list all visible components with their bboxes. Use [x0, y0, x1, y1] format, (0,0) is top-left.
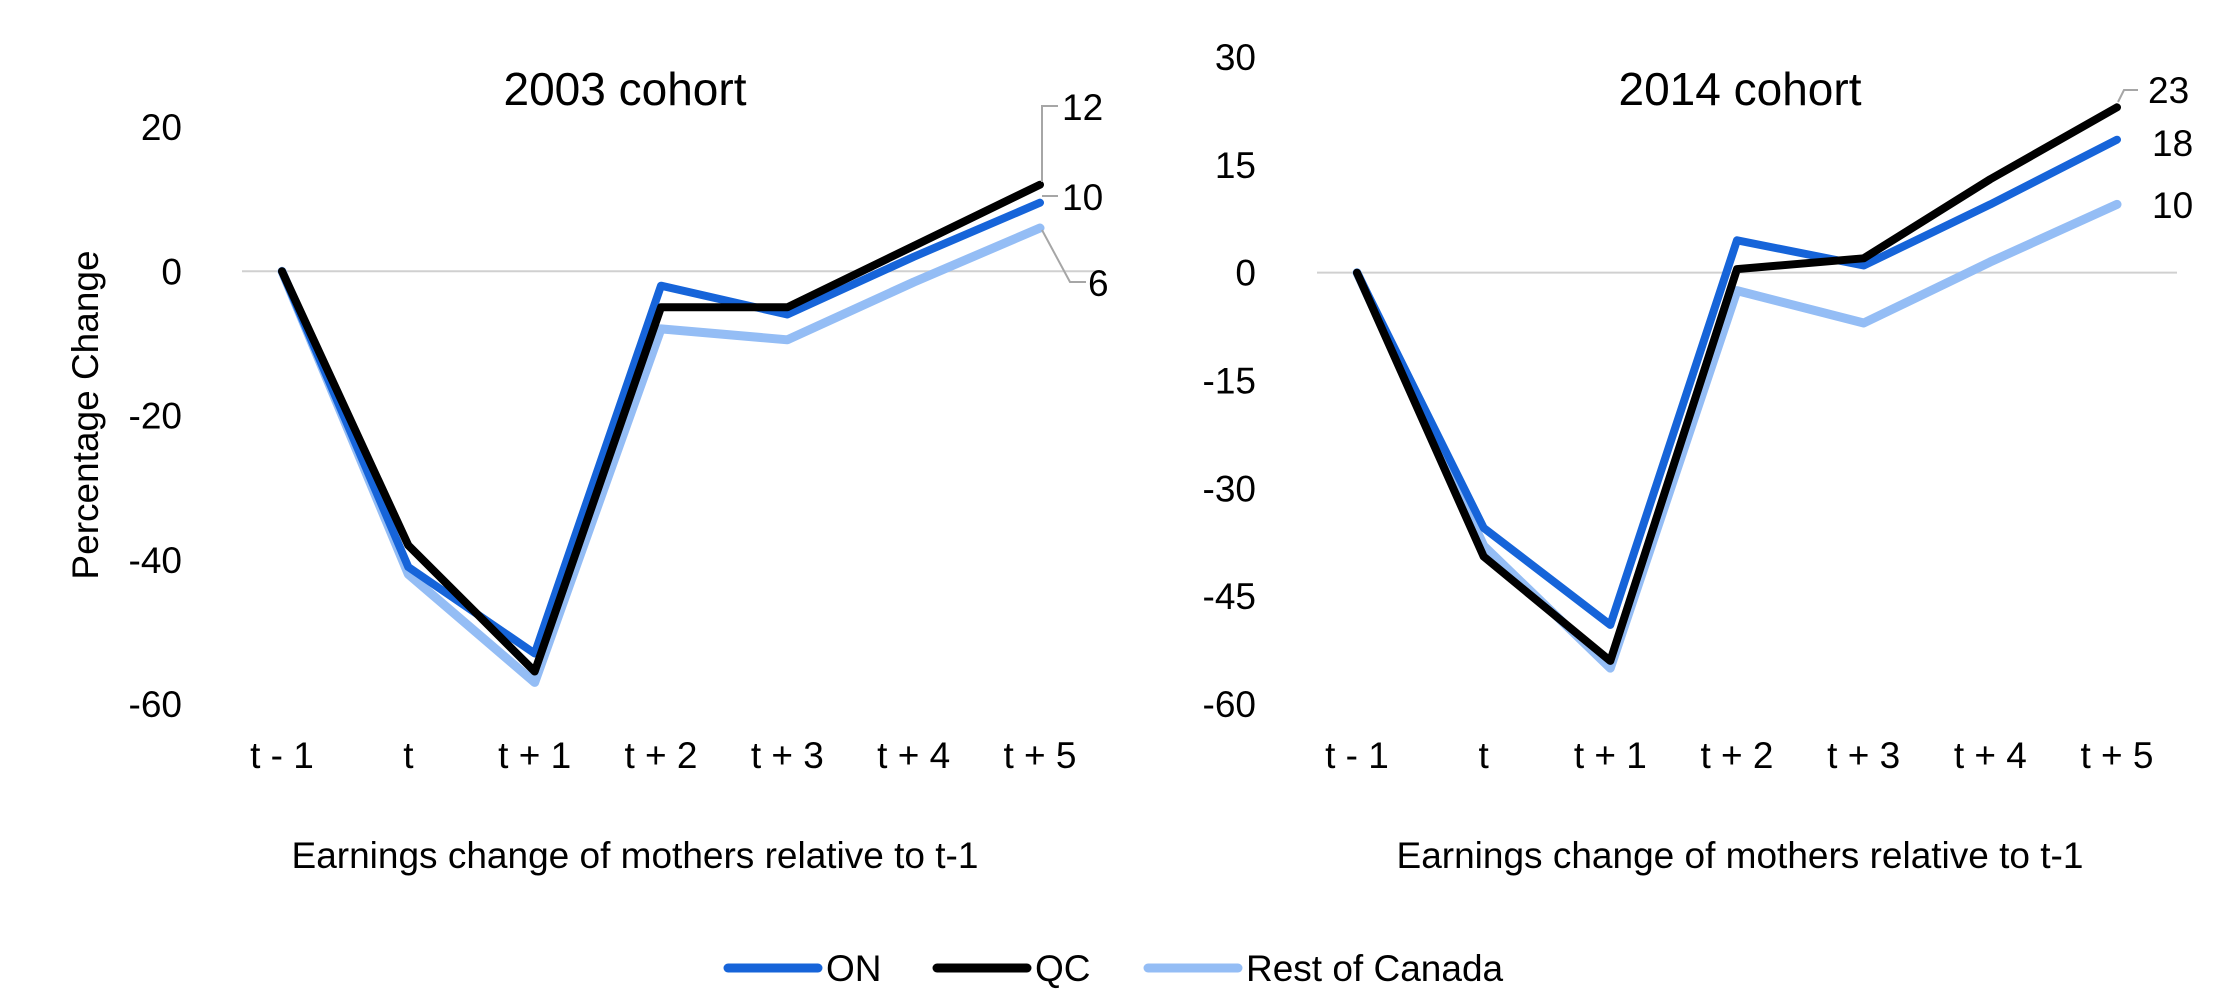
- y-tick-label: -45: [1203, 576, 1256, 617]
- y-tick-label: 20: [141, 107, 182, 148]
- x-tick-label: t + 3: [1827, 735, 1900, 776]
- x-tick-label: t + 3: [751, 735, 824, 776]
- x-axis-label: Earnings change of mothers relative to t…: [1397, 835, 2084, 876]
- series-line-rest-of-canada: [1352, 199, 2122, 673]
- y-axis-label: Percentage Change: [65, 250, 106, 579]
- x-tick-label: t + 4: [877, 735, 950, 776]
- y-tick-label: -60: [129, 684, 182, 725]
- series-line-on: [1353, 135, 2121, 629]
- x-tick-label: t: [1479, 735, 1490, 776]
- chart-panel-2014: 2014 cohort Earnings change of mothers r…: [1203, 37, 2194, 876]
- end-value-labels: 12 10 6: [1041, 87, 1109, 304]
- series-line-on: [278, 198, 1044, 658]
- x-tick-label: t + 1: [498, 735, 571, 776]
- x-tick-label: t + 4: [1954, 735, 2027, 776]
- end-label: 10: [2152, 185, 2193, 226]
- x-tick-label: t - 1: [1325, 735, 1389, 776]
- series-line-qc: [1353, 103, 2121, 665]
- x-tick-label: t + 1: [1574, 735, 1647, 776]
- x-tick-label: t - 1: [250, 735, 314, 776]
- legend-label-rest-of-canada: Rest of Canada: [1246, 948, 1504, 989]
- end-label: 23: [2148, 70, 2189, 111]
- y-tick-label: 15: [1215, 145, 1256, 186]
- y-tick-label: -20: [129, 396, 182, 437]
- x-tick-label: t + 2: [1700, 735, 1773, 776]
- legend-label-qc: QC: [1035, 948, 1091, 989]
- series-line-rest-of-canada: [277, 223, 1045, 687]
- end-label: 6: [1088, 263, 1109, 304]
- leader-line: [1041, 229, 1086, 283]
- y-tick-label: 30: [1215, 37, 1256, 78]
- chart-panel-2003: 2003 cohort Percentage Change Earnings c…: [65, 63, 1109, 876]
- y-tick-label: 0: [1235, 253, 1256, 294]
- end-label: 18: [2152, 123, 2193, 164]
- chart-title: 2003 cohort: [504, 63, 747, 115]
- x-tick-label: t + 5: [2080, 735, 2153, 776]
- end-value-labels: 23 18 10: [2117, 70, 2193, 226]
- chart-title: 2014 cohort: [1619, 63, 1862, 115]
- legend-label-on: ON: [826, 948, 882, 989]
- y-tick-label: -30: [1203, 468, 1256, 509]
- y-tick-label: -60: [1203, 684, 1256, 725]
- leader-line: [2117, 89, 2138, 103]
- leader-line: [1041, 105, 1058, 182]
- series-line-qc: [278, 180, 1044, 676]
- y-tick-label: -40: [129, 540, 182, 581]
- chart-legend: ON QC Rest of Canada: [723, 948, 1504, 989]
- end-label: 12: [1062, 87, 1103, 128]
- x-tick-label: t + 2: [624, 735, 697, 776]
- end-label: 10: [1062, 177, 1103, 218]
- x-tick-label: t + 5: [1003, 735, 1076, 776]
- y-tick-label: 0: [161, 251, 182, 292]
- x-axis-label: Earnings change of mothers relative to t…: [292, 835, 979, 876]
- x-tick-label: t: [403, 735, 414, 776]
- y-tick-label: -15: [1203, 361, 1256, 402]
